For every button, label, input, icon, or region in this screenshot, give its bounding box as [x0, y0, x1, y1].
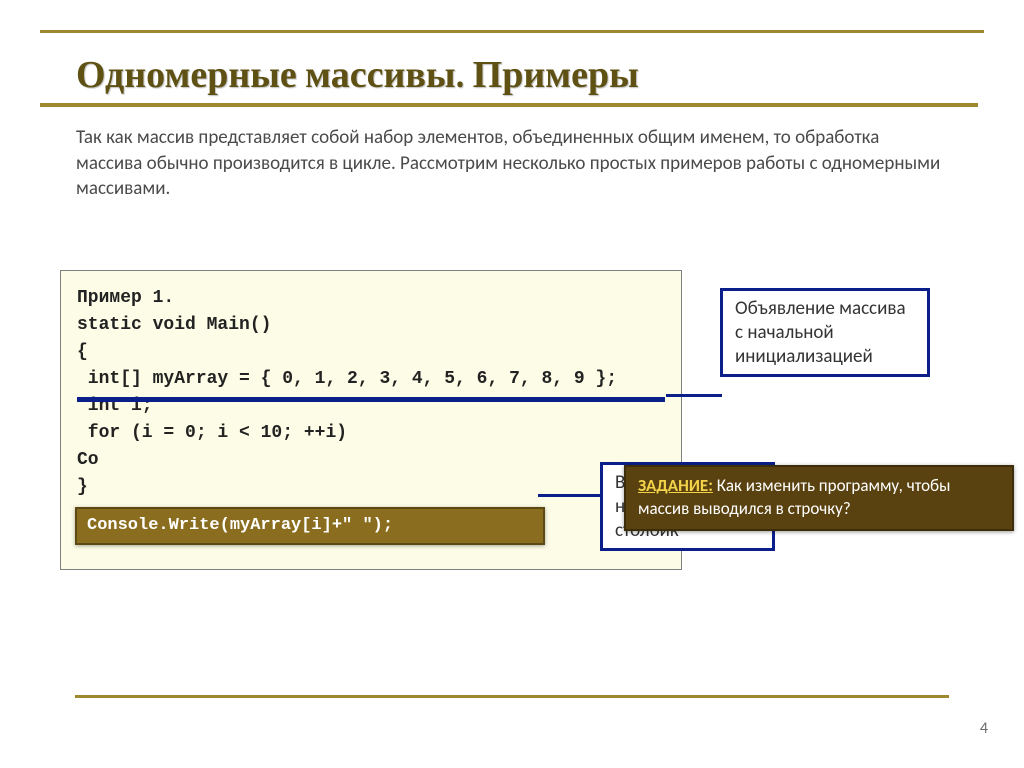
- highlight-underline: [77, 397, 665, 402]
- code-line: static void Main(): [77, 312, 665, 339]
- code-line: int[] myArray = { 0, 1, 2, 3, 4, 5, 6, 7…: [77, 366, 665, 393]
- connector-line: [666, 394, 722, 397]
- bottom-divider: [75, 695, 949, 698]
- task-box: ЗАДАНИЕ: Как изменить программу, чтобы м…: [624, 465, 1014, 531]
- code-example-box: Пример 1. static void Main() { int[] myA…: [60, 270, 682, 570]
- intro-paragraph: Так как массив представляет собой набор …: [40, 107, 984, 202]
- code-line: Co: [77, 447, 665, 474]
- page-number: 4: [980, 719, 988, 738]
- code-line: {: [77, 339, 665, 366]
- code-line: Пример 1.: [77, 285, 665, 312]
- callout-declaration: Объявление массива с начальной инициализ…: [720, 288, 930, 377]
- code-line: for (i = 0; i < 10; ++i): [77, 420, 665, 447]
- slide-title: Одномерные массивы. Примеры: [40, 33, 978, 107]
- hint-overlay: Console.Write(myArray[i]+" ");: [75, 507, 545, 545]
- task-label: ЗАДАНИЕ:: [638, 475, 713, 496]
- connector-line: [538, 494, 602, 497]
